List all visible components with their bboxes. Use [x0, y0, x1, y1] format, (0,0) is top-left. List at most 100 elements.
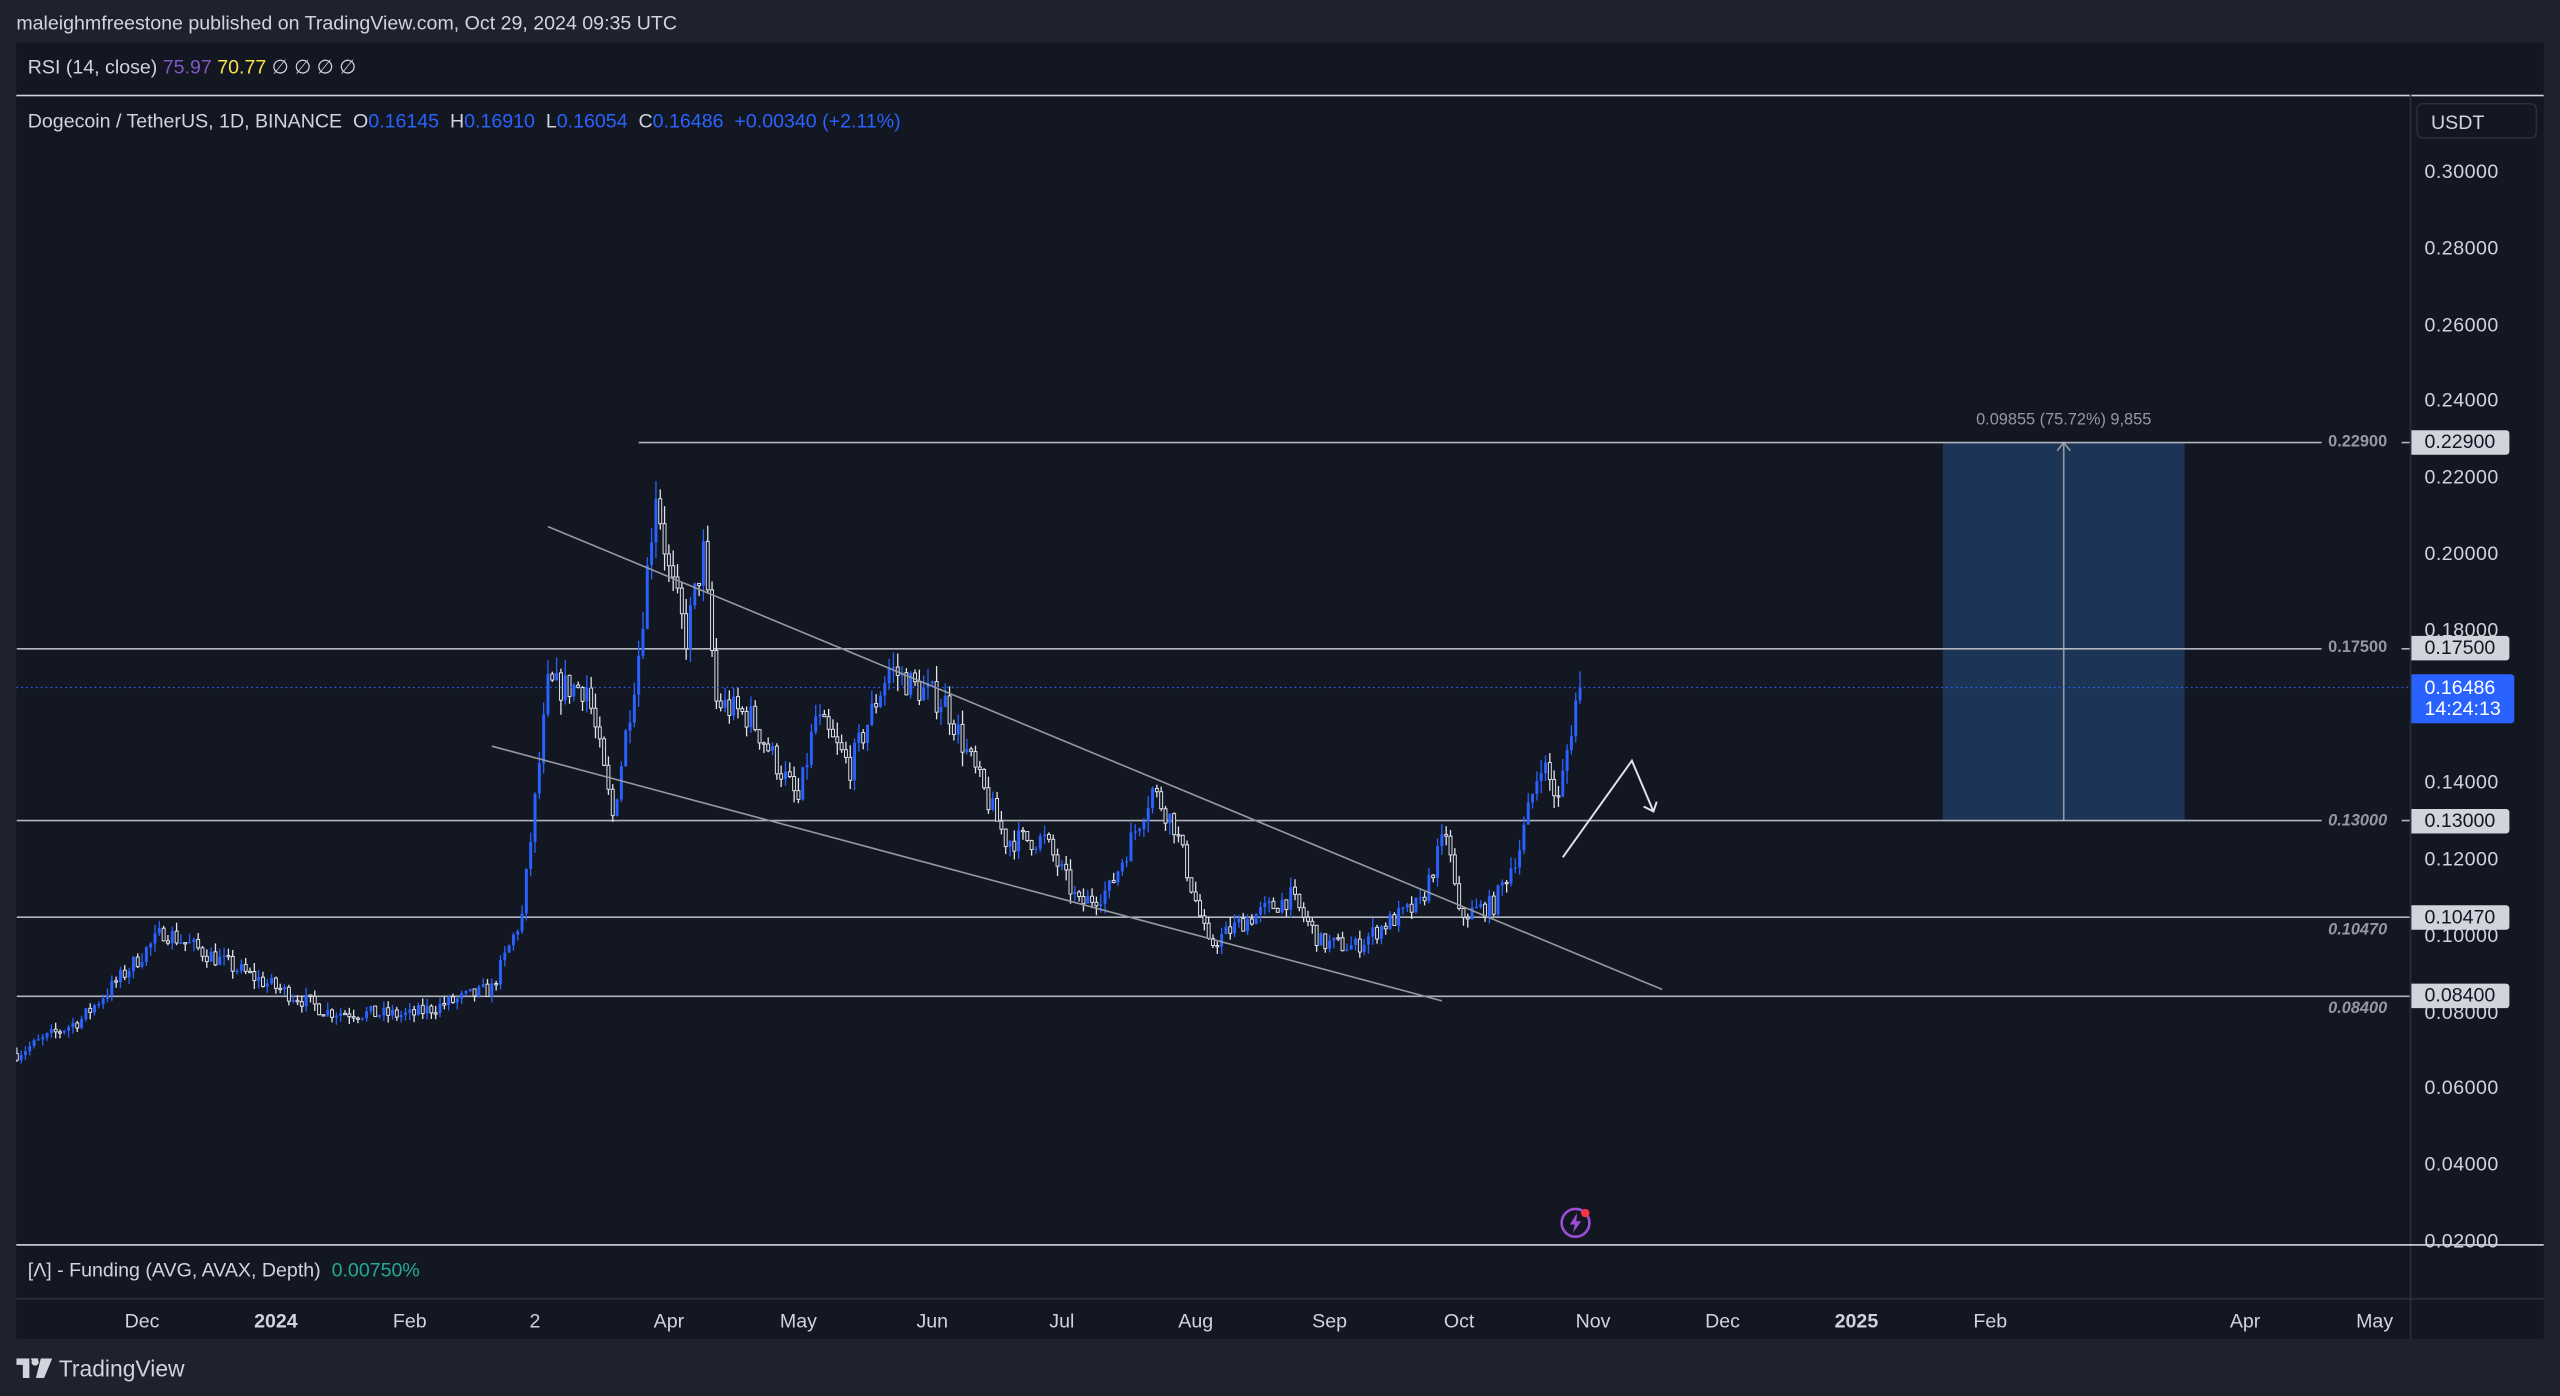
candle-body: [1064, 863, 1069, 871]
candle-body: [1314, 924, 1319, 947]
candle: [839, 734, 844, 753]
candle-body: [1046, 834, 1051, 840]
candle-body: [1163, 808, 1168, 824]
high-label: H: [449, 109, 465, 133]
symbol-name[interactable]: Dogecoin / TetherUS, 1D, BINANCE: [27, 109, 343, 133]
candle-body: [1328, 940, 1332, 949]
candle-body: [930, 681, 934, 684]
candle: [420, 998, 425, 1019]
candle: [1297, 893, 1302, 912]
candle: [373, 1005, 378, 1018]
candle-body: [351, 1016, 356, 1019]
candle-body: [947, 695, 952, 725]
candle: [1233, 914, 1237, 938]
candle: [1151, 786, 1155, 814]
candle: [628, 710, 632, 744]
candle-body: [71, 1022, 75, 1028]
candle: [1185, 840, 1190, 882]
candle: [1314, 924, 1319, 952]
candle: [1220, 927, 1224, 955]
price-tick: 0.24000: [2424, 389, 2499, 412]
candle-body: [1043, 834, 1047, 837]
candle-body: [853, 742, 857, 781]
pane-divider[interactable]: [16, 1244, 2544, 1246]
candle-body: [589, 687, 594, 709]
candle-body: [537, 763, 541, 794]
candle: [464, 990, 468, 996]
candle-body: [204, 955, 209, 963]
candle-body: [1306, 916, 1310, 922]
candle-body: [1060, 864, 1064, 867]
candle-body: [654, 498, 658, 543]
candle-body: [1017, 830, 1021, 852]
candle-body: [464, 991, 468, 994]
candle: [749, 696, 753, 733]
projected-path-arrow: [1561, 758, 1655, 858]
candle: [1379, 925, 1383, 945]
candle: [334, 1012, 338, 1025]
candle-body: [291, 1000, 295, 1002]
candle: [1354, 936, 1357, 951]
candle: [114, 976, 119, 988]
publisher-line: maleighmfreestone published on TradingVi…: [16, 11, 678, 35]
candle-body: [693, 583, 697, 606]
candle-body: [1422, 896, 1427, 902]
candle-body: [1021, 829, 1025, 833]
candle: [58, 1029, 62, 1039]
candle-body: [779, 773, 784, 780]
candle: [701, 529, 705, 602]
candle: [576, 681, 581, 689]
candle-body: [1008, 841, 1012, 847]
level-price-tag: 0.08400: [2411, 984, 2510, 1009]
candle-body: [939, 706, 943, 713]
candle-body: [304, 994, 308, 1007]
candle: [481, 978, 485, 988]
funding-legend: [Λ] - Funding (AVG, AVAX, Depth) 0.00750…: [28, 1259, 420, 1282]
candle-body: [516, 931, 520, 935]
candle-body: [503, 952, 507, 960]
candle: [866, 724, 869, 752]
candle: [252, 963, 257, 989]
candle-body: [235, 970, 239, 973]
candle-body: [1073, 892, 1077, 895]
candle: [705, 525, 710, 594]
candle-body: [714, 650, 719, 702]
brand-name: TradingView: [58, 1355, 185, 1382]
candle: [1565, 744, 1569, 784]
candle-body: [326, 1009, 330, 1016]
candle-body: [1397, 908, 1401, 926]
candle-body: [62, 1030, 66, 1033]
candle: [732, 687, 736, 721]
candle: [365, 1006, 369, 1022]
candle-body: [624, 730, 628, 767]
candle: [533, 792, 537, 853]
candle: [891, 652, 895, 684]
candle: [408, 1003, 412, 1021]
candle-body: [1388, 914, 1392, 929]
candle: [1090, 888, 1095, 909]
pane-divider[interactable]: [16, 94, 2544, 97]
time-tick: Jun: [916, 1309, 949, 1333]
candle: [606, 756, 611, 795]
price-tick: 0.22000: [2424, 465, 2499, 489]
candle-body: [956, 724, 960, 735]
candle-body: [1289, 887, 1293, 910]
candle-body: [546, 674, 550, 715]
lightning-alert-icon[interactable]: [1559, 1207, 1592, 1240]
candle: [1081, 888, 1086, 912]
candle: [343, 1010, 347, 1016]
candle: [1323, 933, 1328, 953]
trendline: [491, 745, 1443, 1002]
candle: [567, 674, 572, 704]
currency-selector[interactable]: USDT: [2416, 102, 2538, 139]
candle-body: [369, 1006, 373, 1012]
candle-body: [585, 687, 589, 702]
candle: [753, 700, 758, 732]
candle-body: [843, 749, 848, 758]
candle: [1418, 888, 1422, 905]
candle: [460, 990, 464, 1004]
candle-body: [1323, 933, 1328, 950]
candle-body: [403, 1012, 407, 1016]
candle-body: [861, 732, 866, 744]
